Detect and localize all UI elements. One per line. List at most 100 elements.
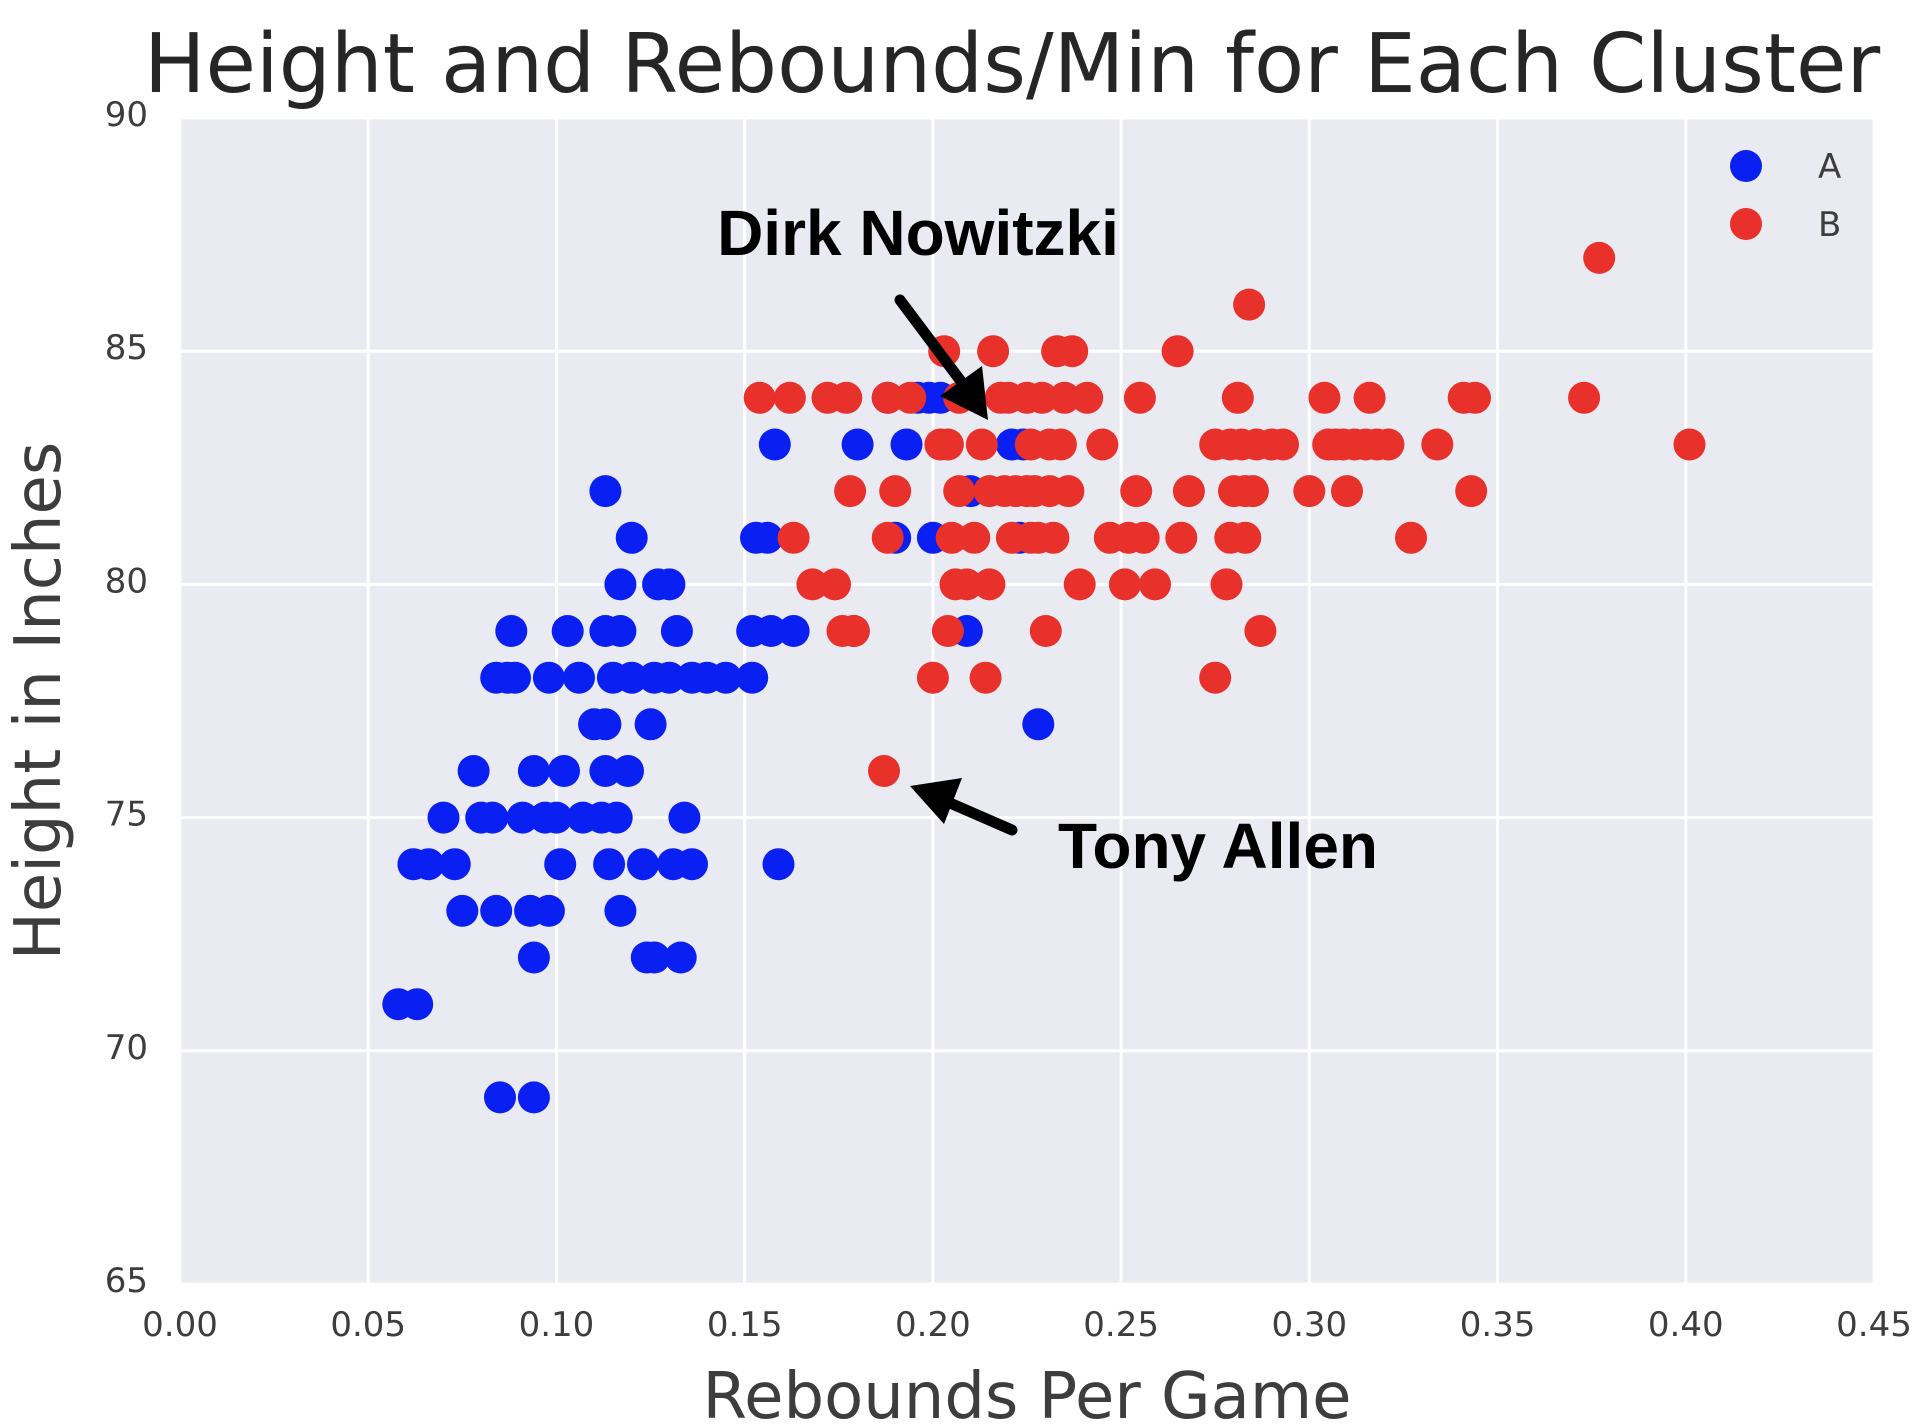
data-point-b (1229, 521, 1262, 554)
x-tick-label: 0.25 (1083, 1305, 1159, 1345)
data-point-a (604, 615, 637, 647)
data-point-b (977, 335, 1010, 368)
data-point-b (777, 521, 810, 554)
series-b (743, 241, 1706, 787)
data-point-b (1056, 335, 1089, 368)
x-tick-label: 0.20 (895, 1305, 971, 1345)
data-point-b (1086, 428, 1119, 461)
data-point-b (1372, 428, 1405, 461)
x-tick-label: 0.30 (1271, 1305, 1347, 1345)
data-point-a (604, 568, 637, 601)
data-point-b (1120, 475, 1153, 508)
annotation-arrow-tony-shaft (944, 797, 1018, 836)
y-tick-label: 85 (105, 328, 148, 368)
data-point-a (499, 661, 531, 694)
data-point-b (950, 568, 983, 601)
data-point-b (1459, 381, 1491, 414)
data-point-b (1210, 568, 1243, 601)
annotation-tony-allen: Tony Allen (1058, 810, 1378, 882)
data-point-a (412, 848, 445, 881)
data-point-b (1308, 381, 1341, 414)
data-point-a (457, 755, 490, 787)
data-point-a (480, 894, 513, 927)
data-point-a (1022, 708, 1055, 741)
y-tick-label: 65 (105, 1261, 148, 1301)
data-point-b (1161, 335, 1194, 368)
data-point-b (1353, 381, 1386, 414)
data-point-a (777, 615, 810, 647)
y-tick-label: 90 (105, 95, 148, 135)
data-point-b (894, 381, 927, 414)
data-point-a (751, 521, 784, 554)
data-point-b (830, 381, 863, 414)
data-point-a (653, 661, 686, 694)
data-point-a (427, 801, 460, 834)
data-point-b (819, 568, 851, 601)
data-point-b (1293, 475, 1326, 508)
data-point-a (615, 521, 648, 554)
data-point-a (532, 661, 565, 694)
data-point-a (532, 894, 565, 927)
data-point-b (796, 568, 829, 601)
x-tick-label: 0.00 (142, 1305, 218, 1345)
data-point-a (484, 1081, 516, 1114)
data-point-b (1331, 475, 1363, 508)
data-point-b (1221, 381, 1254, 414)
data-point-b (1199, 661, 1232, 694)
data-point-b (1236, 475, 1269, 508)
data-point-b (916, 661, 949, 694)
data-point-a (634, 708, 667, 741)
data-point-a (627, 848, 659, 881)
annotation-arrow-tony-head (910, 778, 962, 824)
data-point-b (1244, 615, 1277, 647)
data-point-b (1267, 428, 1299, 461)
y-axis-label: Height in Inches (2, 442, 76, 961)
x-tick-label: 0.05 (330, 1305, 406, 1345)
data-point-b (1172, 475, 1205, 508)
annotation-dirk-nowitzki: Dirk Nowitzki (717, 197, 1119, 269)
data-point-a (495, 615, 528, 647)
data-point-a (676, 848, 708, 881)
legend-label-a: A (1818, 147, 1841, 187)
data-point-a (758, 428, 791, 461)
data-point-b (837, 615, 870, 647)
plot-area (180, 118, 1874, 1284)
data-point-a (736, 661, 769, 694)
data-point-b (1063, 568, 1096, 601)
data-point-a (548, 755, 580, 787)
data-point-a (762, 848, 795, 881)
data-point-b (1123, 381, 1156, 414)
x-tick-label: 0.35 (1460, 1305, 1536, 1345)
data-point-a (841, 428, 874, 461)
data-point-b (931, 428, 964, 461)
x-tick-label: 0.40 (1648, 1305, 1724, 1345)
data-point-b (1048, 381, 1081, 414)
data-point-a (615, 661, 648, 694)
annotation-arrow-dirk-head (940, 366, 988, 420)
data-point-b (1455, 475, 1488, 508)
data-point-a (638, 941, 671, 974)
data-point-b (1395, 521, 1427, 554)
data-point-b (879, 475, 912, 508)
data-point-a (604, 894, 637, 927)
data-point-a (612, 755, 644, 787)
legend-marker-b (1730, 208, 1762, 240)
data-point-b (834, 475, 867, 508)
data-point-b (943, 475, 976, 508)
data-point-a (438, 848, 471, 881)
data-point-a (755, 615, 787, 647)
data-point-b (1673, 428, 1706, 461)
data-point-b (931, 615, 964, 647)
data-point-a (589, 708, 622, 741)
data-points (382, 241, 1706, 1114)
data-point-b (1583, 241, 1616, 274)
data-point-b (958, 521, 991, 554)
data-point-a (890, 428, 923, 461)
data-point-b (1029, 615, 1062, 647)
grid-lines (178, 116, 1876, 1286)
data-point-b (1108, 568, 1141, 601)
data-point-a (517, 1081, 550, 1114)
data-point-b (1568, 381, 1601, 414)
data-point-b (1026, 381, 1059, 414)
